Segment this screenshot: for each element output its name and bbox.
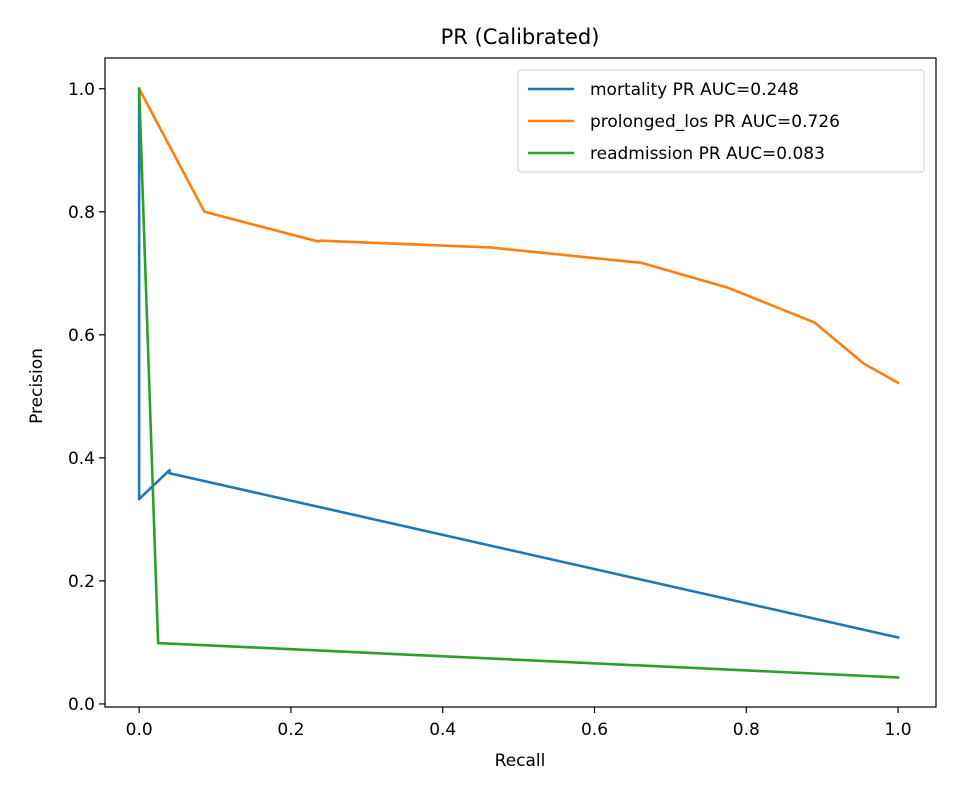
y-tick-label: 0.4 — [68, 449, 95, 469]
y-tick-label: 0.0 — [68, 695, 95, 715]
y-tick-label: 0.6 — [68, 326, 95, 346]
x-tick-label: 1.0 — [885, 720, 912, 740]
x-tick-label: 0.8 — [733, 720, 760, 740]
axes-frame — [104, 57, 937, 708]
y-tick-label: 0.2 — [68, 572, 95, 592]
plot-area — [137, 87, 900, 679]
y-axis-label: Precision — [27, 348, 47, 424]
y-tick-label: 0.8 — [68, 203, 95, 223]
chart-title: PR (Calibrated) — [441, 25, 600, 49]
series-line-1 — [137, 87, 900, 385]
legend-label-1: prolonged_los PR AUC=0.726 — [590, 112, 840, 132]
legend-box — [517, 69, 925, 173]
y-tick-label: 1.0 — [68, 80, 95, 100]
x-tick-label: 0.0 — [126, 720, 153, 740]
series-line-0 — [137, 87, 900, 640]
axes: 0.0 0.2 0.4 0.6 0.8 1.0 0.0 0.2 0.4 0.6 0.8 1.0 — [68, 57, 937, 740]
x-tick-label: 0.4 — [429, 720, 456, 740]
legend: mortality PR AUC=0.248 prolonged_los PR A… — [517, 69, 925, 173]
x-axis-label: Recall — [495, 751, 546, 771]
legend-label-2: readmission PR AUC=0.083 — [590, 144, 825, 164]
x-tick-label: 0.2 — [277, 720, 304, 740]
x-tick-label: 0.6 — [581, 720, 608, 740]
legend-label-0: mortality PR AUC=0.248 — [590, 80, 799, 100]
series-line-2 — [137, 87, 900, 679]
